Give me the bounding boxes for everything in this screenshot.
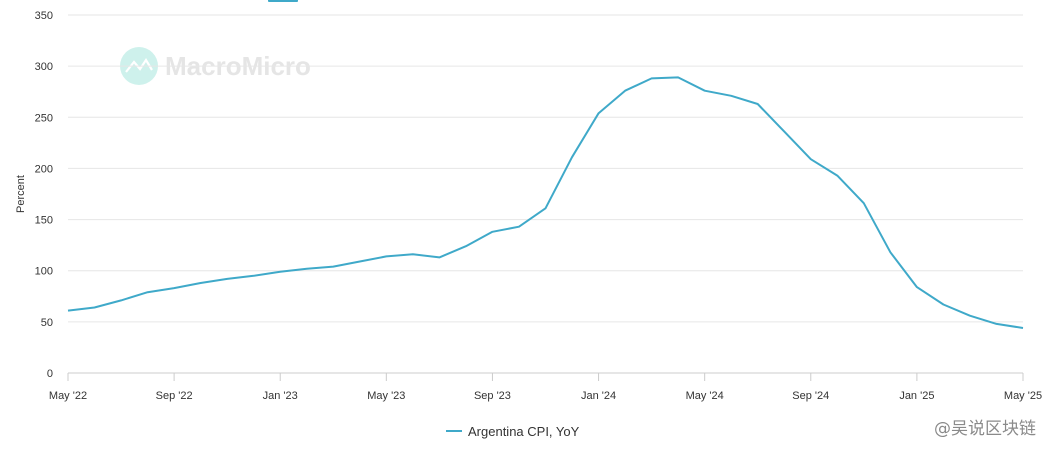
x-tick-label: Sep '24 — [792, 390, 829, 402]
x-tick-label: Jan '24 — [581, 390, 616, 402]
grid — [68, 14, 1023, 374]
y-tick-label: 50 — [41, 317, 53, 329]
x-axis: May '22 Sep '22 Jan '23 May '23 Sep '23 Jan '… — [49, 373, 1042, 402]
x-tick-label: May '23 — [367, 390, 405, 402]
x-tick-label: May '24 — [686, 390, 724, 402]
x-tick-label: Sep '22 — [156, 390, 193, 402]
series-line-argentina-cpi — [67, 76, 1024, 329]
x-tick-label: May '22 — [49, 390, 87, 402]
y-tick-label: 150 — [35, 215, 53, 227]
legend[interactable]: Argentina CPI, YoY — [446, 424, 580, 439]
top-legend-marker — [268, 0, 298, 2]
x-tick-label: May '25 — [1004, 390, 1042, 402]
x-tick-label: Sep '23 — [474, 390, 511, 402]
legend-label: Argentina CPI, YoY — [468, 424, 580, 439]
x-tick-label: Jan '25 — [899, 390, 934, 402]
y-tick-label: 200 — [35, 163, 53, 175]
source-watermark: @吴说区块链 — [934, 419, 1036, 439]
y-axis: 0 50 100 150 200 250 300 350 — [35, 10, 53, 380]
y-tick-label: 100 — [35, 266, 53, 278]
y-tick-label: 300 — [35, 61, 53, 73]
macromicro-logo-mark — [125, 57, 153, 73]
x-tick-label: Jan '23 — [263, 390, 298, 402]
y-tick-label: 350 — [35, 10, 53, 22]
y-tick-label: 250 — [35, 112, 53, 124]
y-tick-label: 0 — [47, 368, 53, 380]
y-axis-label: Percent — [15, 175, 27, 213]
